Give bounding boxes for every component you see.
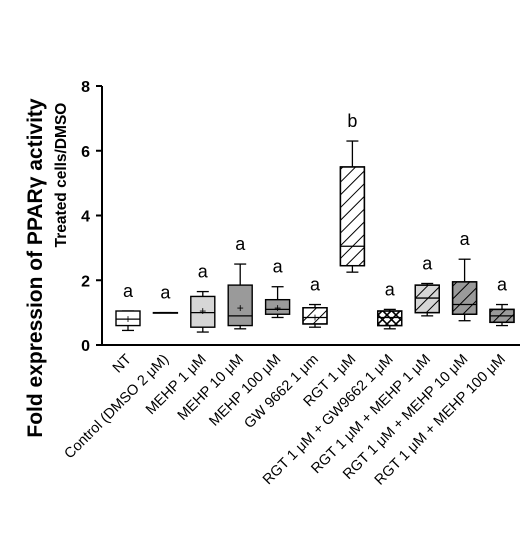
category-label: NT bbox=[110, 351, 135, 376]
box-rect bbox=[115, 310, 141, 327]
significance-letter: a bbox=[235, 234, 246, 254]
significance-letter: a bbox=[198, 262, 209, 282]
box-hatch bbox=[377, 310, 403, 327]
significance-letter: a bbox=[385, 279, 396, 299]
mean-marker: + bbox=[199, 304, 206, 318]
y-axis-title: Fold expression of PPARγ activity bbox=[24, 98, 47, 438]
box-7 bbox=[377, 308, 403, 330]
y-tick-label: 0 bbox=[81, 338, 90, 355]
box-rect bbox=[227, 284, 253, 327]
box-rect bbox=[190, 295, 216, 328]
mean-marker: + bbox=[311, 310, 318, 324]
significance-letter: a bbox=[273, 257, 284, 277]
box-8 bbox=[414, 282, 440, 317]
box-0: + bbox=[115, 310, 141, 332]
box-3: + bbox=[227, 263, 253, 330]
box-hatch bbox=[414, 284, 440, 314]
significance-letter: a bbox=[460, 229, 471, 249]
mean-marker: + bbox=[237, 301, 244, 315]
box-5: + bbox=[302, 303, 328, 328]
significance-letters: a a a a a a b a a a a bbox=[123, 111, 508, 303]
mean-marker: + bbox=[124, 312, 131, 326]
y-tick-label: 6 bbox=[81, 144, 90, 161]
box-6 bbox=[339, 140, 366, 273]
significance-letter: a bbox=[160, 283, 171, 303]
mean-marker: + bbox=[274, 301, 281, 315]
y-axis-subtitle: Treated cells/DMSO bbox=[53, 103, 70, 248]
box-1 bbox=[152, 311, 179, 314]
box-4: + bbox=[264, 286, 291, 319]
significance-letter: a bbox=[123, 281, 134, 301]
significance-letter: a bbox=[310, 275, 321, 295]
box-rect bbox=[264, 298, 291, 315]
box-2: + bbox=[190, 290, 216, 333]
boxes: + + + + + bbox=[115, 140, 515, 333]
significance-letter: b bbox=[347, 111, 357, 131]
box-hatch bbox=[302, 307, 328, 325]
y-tick-label: 2 bbox=[81, 273, 90, 290]
box-10 bbox=[489, 303, 515, 327]
y-tick-label: 8 bbox=[81, 79, 90, 96]
significance-letter: a bbox=[422, 253, 433, 273]
y-tick-label: 4 bbox=[81, 209, 90, 226]
significance-letter: a bbox=[497, 275, 508, 295]
y-ticks: 0 2 4 6 8 bbox=[81, 79, 102, 355]
box-9 bbox=[451, 258, 478, 322]
box-hatch bbox=[339, 166, 366, 267]
box-hatch bbox=[451, 281, 478, 315]
